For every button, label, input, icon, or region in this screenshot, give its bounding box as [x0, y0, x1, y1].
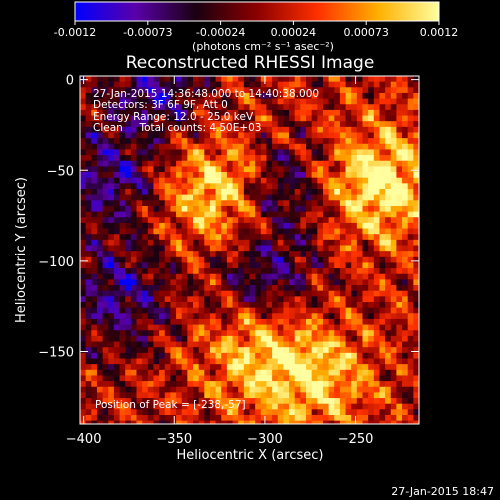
y-tick-label: −150	[38, 346, 74, 361]
info-time-range: 27-Jan-2015 14:36:48.000 to 14:40:38.000	[93, 88, 319, 100]
x-tick-label: −350	[156, 432, 192, 447]
info-counts: Clean Total counts: 4.50E+03	[93, 122, 262, 134]
heatmap-image	[80, 76, 419, 424]
y-axis: 0 −50 −100 −150	[38, 74, 419, 361]
y-tick-label: −50	[47, 164, 74, 179]
colorbar-tick-label: -0.00024	[196, 26, 245, 39]
colorbar-tick-label: -0.0012	[54, 26, 96, 39]
x-axis-label: Heliocentric X (arcsec)	[177, 448, 324, 463]
colorbar-tick-label: 0.00024	[271, 26, 317, 39]
plot-frame	[79, 75, 420, 425]
x-tick-label: −300	[247, 432, 283, 447]
x-tick-label: −400	[66, 432, 102, 447]
footer-date: 27-Jan-2015 18:47	[391, 485, 494, 498]
colorbar-tick-label: 0.00073	[343, 26, 389, 39]
chart-title: Reconstructed RHESSI Image	[126, 53, 375, 73]
info-energy-range: Energy Range: 12.0 - 25.0 keV	[93, 111, 254, 123]
x-axis: −400 −350 −300 −250	[66, 76, 374, 447]
y-tick-label: −100	[38, 255, 74, 270]
y-axis-label: Heliocentric Y (arcsec)	[14, 177, 29, 323]
colorbar-tick-label: -0.00073	[123, 26, 172, 39]
peak-position: Position of Peak = [-238,-57]	[95, 399, 246, 411]
info-detectors: Detectors: 3F 6F 9F, Att 0	[93, 99, 228, 111]
y-tick-label: 0	[66, 74, 74, 89]
colorbar-ticks: -0.0012 -0.00073 -0.00024 0.00024 0.00073 0.0…	[54, 21, 458, 39]
colorbar-unit-label: (photons cm⁻² s⁻¹ asec⁻²)	[192, 40, 334, 53]
colorbar-tick-label: 0.0012	[420, 26, 459, 39]
x-tick-label: −250	[338, 432, 374, 447]
colorbar	[74, 1, 440, 22]
